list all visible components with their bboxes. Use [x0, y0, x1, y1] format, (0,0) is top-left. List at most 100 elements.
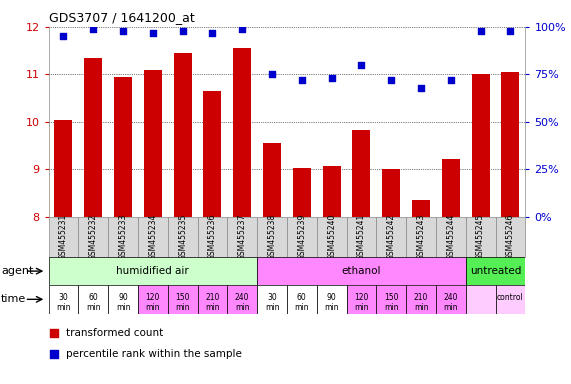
Bar [138, 285, 168, 314]
Bar [108, 217, 138, 257]
Bar [263, 143, 281, 217]
Point [506, 28, 515, 34]
Text: 150: 150 [384, 293, 399, 301]
Text: GSM455232: GSM455232 [89, 214, 98, 260]
Text: GSM455235: GSM455235 [178, 214, 187, 260]
Bar [466, 285, 496, 314]
Text: min: min [414, 303, 428, 312]
Bar [436, 285, 466, 314]
Bar [406, 285, 436, 314]
Text: min: min [384, 303, 399, 312]
Text: time: time [1, 294, 26, 305]
Text: min: min [444, 303, 458, 312]
Text: GSM455245: GSM455245 [476, 214, 485, 260]
Bar [406, 217, 436, 257]
Bar [54, 119, 73, 217]
Bar [234, 48, 251, 217]
Point [178, 28, 187, 34]
Point [447, 77, 456, 83]
Bar [114, 77, 132, 217]
Text: GSM455234: GSM455234 [148, 214, 158, 260]
Bar [352, 131, 371, 217]
Bar [144, 70, 162, 217]
Text: GSM455237: GSM455237 [238, 214, 247, 260]
Text: min: min [324, 303, 339, 312]
Text: min: min [116, 303, 130, 312]
Text: untreated: untreated [470, 266, 521, 276]
Point [387, 77, 396, 83]
Bar [227, 285, 257, 314]
Bar [168, 217, 198, 257]
Text: 120: 120 [354, 293, 369, 301]
Bar [198, 217, 227, 257]
Text: GSM455233: GSM455233 [119, 214, 127, 260]
Bar [78, 217, 108, 257]
Text: 60: 60 [297, 293, 307, 301]
Text: control: control [497, 293, 524, 301]
Text: GSM455244: GSM455244 [447, 214, 455, 260]
Bar [382, 169, 400, 217]
Text: transformed count: transformed count [66, 328, 163, 338]
Bar [138, 217, 168, 257]
Text: agent: agent [1, 266, 34, 276]
Point [59, 33, 68, 40]
Bar [227, 217, 257, 257]
Bar [49, 257, 257, 285]
Text: min: min [175, 303, 190, 312]
Text: min: min [265, 303, 279, 312]
Text: 90: 90 [118, 293, 128, 301]
Bar [257, 257, 466, 285]
Text: min: min [235, 303, 250, 312]
Point [148, 30, 158, 36]
Bar [496, 217, 525, 257]
Text: 240: 240 [444, 293, 458, 301]
Bar [317, 285, 347, 314]
Bar [174, 53, 191, 217]
Bar [412, 200, 430, 217]
Text: min: min [86, 303, 100, 312]
Bar [466, 217, 496, 257]
Bar [257, 285, 287, 314]
Text: 240: 240 [235, 293, 250, 301]
Text: humidified air: humidified air [116, 266, 189, 276]
Text: 120: 120 [146, 293, 160, 301]
Text: 210: 210 [205, 293, 220, 301]
Bar [436, 217, 466, 257]
Bar [472, 74, 489, 217]
Point [335, 63, 344, 69]
Point [357, 62, 366, 68]
Bar [376, 217, 406, 257]
Text: min: min [146, 303, 160, 312]
Bar [49, 285, 78, 314]
Text: 30: 30 [59, 293, 69, 301]
Text: GSM455246: GSM455246 [506, 214, 515, 260]
Bar [168, 285, 198, 314]
Text: GSM455231: GSM455231 [59, 214, 68, 260]
Point [476, 28, 485, 34]
Text: 30: 30 [267, 293, 277, 301]
Bar [376, 285, 406, 314]
Bar [108, 285, 138, 314]
Text: GSM455239: GSM455239 [297, 214, 306, 260]
Bar [347, 217, 376, 257]
Text: min: min [56, 303, 71, 312]
Bar [317, 217, 347, 257]
Bar [466, 257, 525, 285]
Bar [287, 285, 317, 314]
Text: 60: 60 [89, 293, 98, 301]
Point [89, 26, 98, 32]
Text: GSM455241: GSM455241 [357, 214, 366, 260]
Text: GSM455236: GSM455236 [208, 214, 217, 260]
Bar [257, 217, 287, 257]
Point [297, 77, 307, 83]
Point [238, 26, 247, 32]
Text: ethanol: ethanol [341, 266, 381, 276]
Bar [501, 72, 520, 217]
Point [416, 84, 425, 91]
Bar [78, 285, 108, 314]
Bar [198, 285, 227, 314]
Bar [49, 217, 78, 257]
Text: min: min [205, 303, 220, 312]
Point [208, 30, 217, 36]
Text: min: min [354, 303, 369, 312]
